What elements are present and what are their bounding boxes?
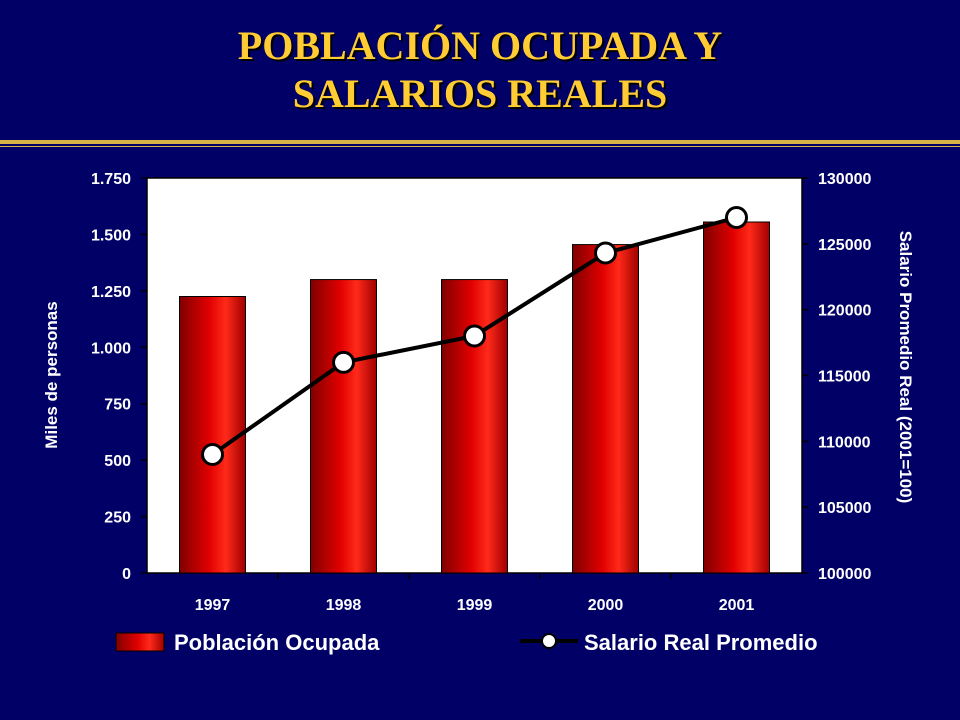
title-line-2: SALARIOS REALES	[292, 71, 668, 116]
y-tick-label: 250	[104, 510, 131, 527]
y-tick-label: 1.000	[91, 340, 131, 357]
x-tick-label: 1998	[326, 597, 362, 614]
y2-tick-label: 100000	[818, 566, 871, 583]
title-divider-thin	[0, 146, 960, 147]
y-tick-label: 1.500	[91, 227, 131, 244]
legend-swatch-marker	[541, 633, 557, 649]
bar-poblacion-ocupada	[179, 296, 246, 574]
point-salario-real	[332, 350, 355, 374]
point-salario-real	[725, 206, 748, 229]
y2-tick-label: 130000	[818, 171, 871, 188]
x-tick-label: 2000	[588, 597, 624, 614]
legend-label-bar: Población Ocupada	[174, 630, 380, 655]
bar-poblacion-ocupada	[572, 244, 639, 574]
y-axis-title: Miles de personas	[42, 301, 61, 448]
bar-poblacion-ocupada	[310, 279, 377, 574]
y2-tick-label: 105000	[818, 500, 871, 517]
y2-tick-label: 120000	[818, 303, 871, 320]
y-tick-label: 1.750	[91, 171, 131, 188]
legend-swatch-bar	[115, 632, 165, 652]
x-tick-label: 1999	[457, 597, 493, 614]
x-tick-label: 1997	[195, 597, 231, 614]
y2-tick-label: 115000	[818, 369, 871, 386]
y-tick-label: 1.250	[91, 284, 131, 301]
y2-tick-label: 125000	[818, 237, 871, 254]
y-tick-label: 0	[122, 566, 131, 583]
title-line-1: POBLACIÓN OCUPADA Y	[237, 23, 723, 68]
legend-label-line: Salario Real Promedio	[584, 630, 818, 655]
x-tick-label: 2001	[719, 597, 755, 614]
page-title: POBLACIÓN OCUPADA Y SALARIOS REALES	[0, 22, 960, 118]
y-tick-label: 500	[104, 453, 131, 470]
y-tick-label: 750	[104, 397, 131, 414]
y2-axis-title: Salario Promedio Real (2001=100)	[896, 231, 915, 504]
point-salario-real	[201, 443, 224, 466]
y2-tick-label: 110000	[818, 434, 871, 451]
bar-poblacion-ocupada	[703, 221, 770, 574]
point-salario-real	[594, 241, 617, 265]
point-salario-real	[463, 324, 486, 348]
title-divider	[0, 140, 960, 144]
